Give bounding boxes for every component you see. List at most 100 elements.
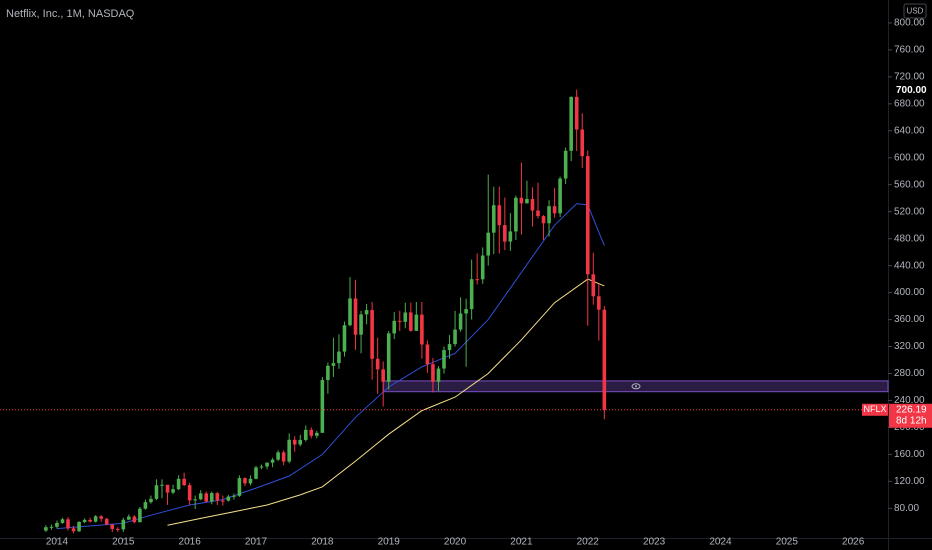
y-tick-label: 120.00	[894, 476, 925, 487]
candle-body	[447, 344, 452, 351]
candle-body	[160, 484, 164, 486]
candle-body	[138, 508, 142, 523]
currency-box[interactable]	[903, 3, 927, 19]
candle-body	[326, 365, 330, 381]
y-tick-label: 440.00	[894, 260, 925, 271]
y-tick-label: 280.00	[894, 368, 925, 379]
candle-body	[480, 255, 485, 280]
candle-body	[187, 485, 192, 501]
chart-title: Netflix, Inc., 1M, NASDAQ	[6, 8, 135, 20]
candle-body	[309, 429, 314, 436]
candle-body	[270, 459, 275, 463]
candle-body	[364, 310, 369, 315]
candle-body	[469, 279, 474, 310]
candle-body	[386, 333, 391, 382]
candle-body	[585, 156, 590, 275]
candle-body	[525, 198, 529, 204]
candle-body	[143, 502, 148, 509]
x-tick-label: 2017	[245, 537, 268, 548]
candle-body	[536, 210, 540, 217]
candle-body	[602, 309, 607, 410]
candle-body	[204, 493, 209, 502]
x-tick-label: 2022	[577, 537, 600, 548]
x-tick-label: 2020	[444, 537, 467, 548]
candle-body	[486, 232, 491, 256]
candle-body	[55, 522, 59, 527]
candle-body	[574, 96, 579, 130]
y-tick-label: 760.00	[894, 45, 925, 56]
candle-body	[209, 493, 214, 502]
candle-body	[44, 527, 48, 531]
zone-eye-icon	[631, 383, 641, 390]
y-tick-label: 600.00	[894, 152, 925, 163]
candle-body	[193, 499, 197, 501]
candle-body	[425, 344, 430, 365]
candle-body	[442, 350, 446, 369]
candle-body	[237, 478, 242, 496]
candle-body	[320, 380, 325, 433]
x-tick-label: 2014	[46, 537, 69, 548]
x-tick-label: 2021	[510, 537, 533, 548]
candle-body	[475, 279, 479, 281]
symbol-badge	[862, 403, 888, 416]
candle-body	[115, 528, 120, 530]
candle-body	[591, 274, 596, 297]
price-badge	[889, 403, 932, 428]
candle-body	[458, 313, 463, 330]
candle-body	[580, 129, 585, 157]
candle-body	[431, 364, 435, 382]
candle-body	[127, 516, 131, 520]
candle-body	[248, 478, 253, 484]
candle-body	[375, 358, 380, 370]
candle-body	[165, 484, 170, 493]
y-tick-label: 800.00	[894, 18, 925, 29]
candle-body	[77, 522, 81, 532]
candle-body	[353, 298, 358, 335]
y-tick-label: 360.00	[894, 314, 925, 325]
candle-body	[198, 493, 203, 500]
y-tick-label: 320.00	[894, 341, 925, 352]
candle-body	[104, 518, 109, 525]
candle-body	[221, 500, 225, 502]
candle-body	[281, 452, 286, 462]
y-tick-label: 240.00	[894, 395, 925, 406]
candle-body	[569, 96, 573, 151]
high-label: 700.00	[896, 85, 927, 96]
candle-body	[503, 225, 507, 242]
candle-body	[82, 519, 87, 523]
candle-body	[232, 495, 236, 497]
x-tick-label: 2025	[776, 537, 799, 548]
candle-body	[254, 467, 258, 479]
candle-body	[71, 528, 76, 532]
y-tick-label: 520.00	[894, 206, 925, 217]
candle-body	[99, 516, 103, 519]
currency-label: USD	[907, 7, 924, 16]
candle-body	[359, 314, 363, 335]
candle-body	[453, 329, 457, 345]
countdown-label: 8d 12h	[896, 415, 927, 426]
candle-body	[409, 312, 413, 331]
candle-body	[88, 519, 92, 522]
y-tick-label: 480.00	[894, 233, 925, 244]
candle-body	[530, 198, 535, 211]
candle-body	[66, 519, 70, 529]
candle-body	[287, 439, 291, 462]
candle-body	[132, 516, 137, 523]
candle-body	[121, 519, 126, 530]
moving-average	[56, 203, 605, 530]
candle-body	[514, 197, 518, 232]
candle-body	[436, 368, 441, 382]
candle-body	[414, 314, 419, 331]
candle-body	[348, 298, 352, 326]
candle-body	[337, 351, 341, 364]
candle-body	[49, 526, 54, 528]
candle-body	[547, 206, 551, 224]
y-tick-label: 80.00	[894, 503, 919, 514]
candle-body	[60, 519, 65, 523]
y-tick-label: 720.00	[894, 71, 925, 82]
candle-body	[552, 206, 557, 214]
candle-body	[464, 309, 468, 314]
candle-body	[563, 150, 568, 179]
